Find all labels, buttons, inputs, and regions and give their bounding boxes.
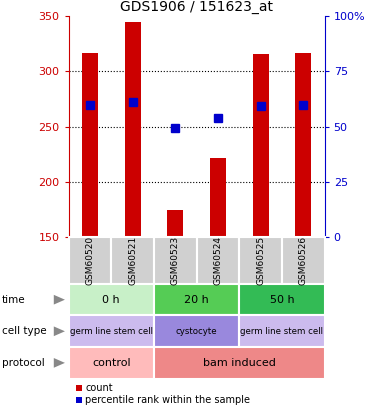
Text: cystocyte: cystocyte	[176, 327, 217, 336]
Text: count: count	[85, 383, 113, 393]
Text: GSM60520: GSM60520	[85, 236, 95, 285]
Text: control: control	[92, 358, 131, 368]
Bar	[295, 53, 311, 237]
Text: GSM60524: GSM60524	[213, 236, 223, 285]
Text: 20 h: 20 h	[184, 295, 209, 305]
Bar	[125, 22, 141, 237]
Text: time: time	[2, 295, 26, 305]
Text: GSM60523: GSM60523	[171, 236, 180, 285]
Bar	[82, 53, 98, 237]
Bar	[210, 158, 226, 237]
Text: protocol: protocol	[2, 358, 45, 368]
Text: GSM60525: GSM60525	[256, 236, 265, 285]
Bar	[253, 54, 269, 237]
Text: germ line stem cell: germ line stem cell	[240, 327, 324, 336]
Text: bam induced: bam induced	[203, 358, 276, 368]
Bar	[167, 210, 183, 237]
Text: GSM60521: GSM60521	[128, 236, 137, 285]
Text: cell type: cell type	[2, 326, 46, 336]
Text: 50 h: 50 h	[270, 295, 294, 305]
Text: germ line stem cell: germ line stem cell	[70, 327, 153, 336]
Text: percentile rank within the sample: percentile rank within the sample	[85, 395, 250, 405]
Text: 0 h: 0 h	[102, 295, 120, 305]
Title: GDS1906 / 151623_at: GDS1906 / 151623_at	[120, 0, 273, 14]
Text: GSM60526: GSM60526	[299, 236, 308, 285]
